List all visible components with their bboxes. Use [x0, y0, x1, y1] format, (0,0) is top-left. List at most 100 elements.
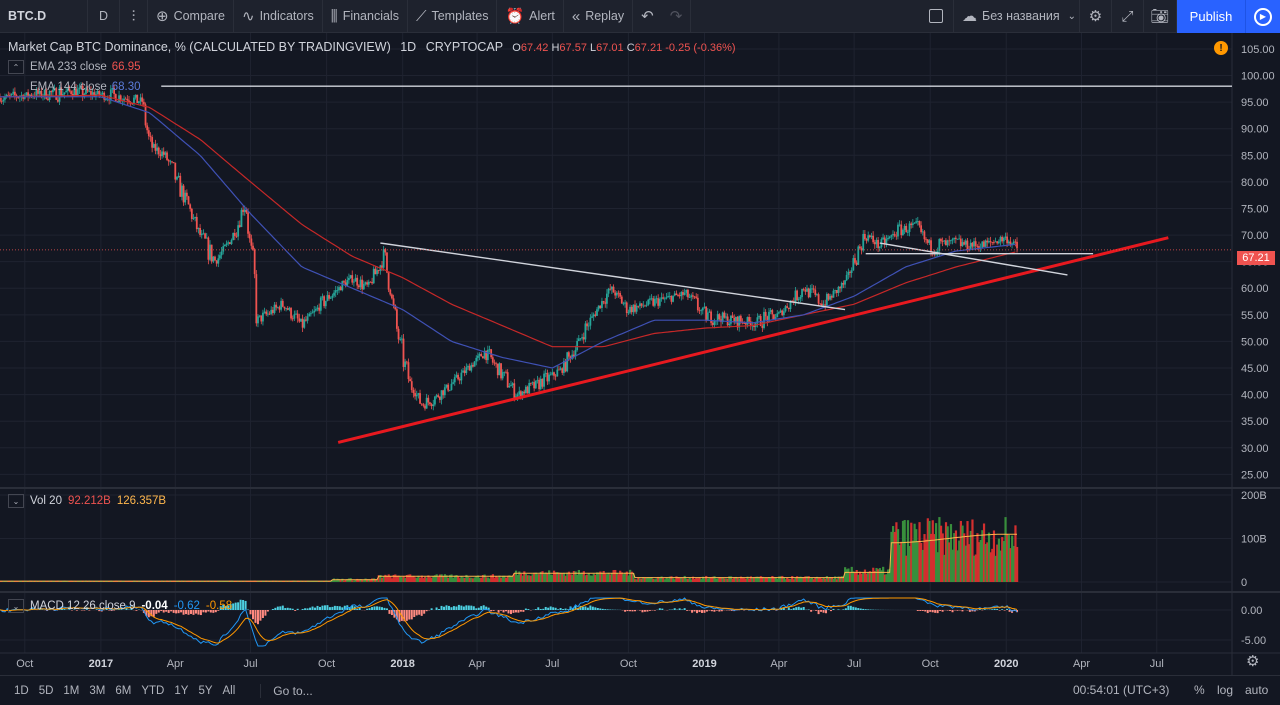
macd-histogram-bar [75, 610, 78, 611]
volume-bar [723, 578, 726, 582]
warning-icon[interactable]: ! [1214, 41, 1228, 55]
volume-bar [457, 576, 460, 582]
macd-histogram-bar [63, 609, 66, 610]
clock-readout[interactable]: 00:54:01 (UTC+3) [1073, 683, 1170, 697]
candle-body [799, 297, 802, 299]
volume-bar [829, 576, 832, 582]
templates-button[interactable]: ⟋ Templates [408, 0, 498, 33]
financials-button[interactable]: ⫼ Financials [323, 0, 408, 33]
ema144-legend[interactable]: EMA 144 close 68.30 [30, 81, 141, 93]
candle-body [787, 307, 790, 310]
replay-button[interactable]: « Replay [564, 0, 634, 33]
compare-button[interactable]: ⊕ Compare [148, 0, 234, 33]
price-pane[interactable] [0, 82, 1232, 444]
volume-bar [615, 573, 619, 582]
macd-legend[interactable]: ⌄ MACD 12 26 close 9 -0.04 -0.62 -0.58 [8, 599, 232, 613]
alert-button[interactable]: ⏰ Alert [497, 0, 564, 33]
volume-legend[interactable]: ⌄ Vol 20 92.212B 126.357B [8, 494, 166, 508]
volume-bar [607, 572, 610, 582]
candle-body [488, 349, 491, 351]
ema233-legend[interactable]: ⌃ EMA 233 close 66.95 [8, 60, 141, 74]
goto-button[interactable]: Go to... [260, 683, 313, 698]
macd-histogram-bar [631, 610, 634, 612]
volume-bar [772, 576, 776, 582]
candle-body [814, 289, 817, 295]
volume-bar [258, 581, 261, 582]
fullscreen-layout-button[interactable] [918, 0, 954, 33]
undo-button[interactable]: ↶ [633, 0, 662, 33]
candle-body [652, 298, 655, 306]
volume-bar [830, 577, 834, 582]
fullscreen-button[interactable]: ⤢ [1112, 0, 1144, 33]
candle-body [845, 274, 848, 281]
candle-body [1016, 241, 1018, 249]
volume-bar [420, 575, 423, 582]
range-3m[interactable]: 3M [89, 684, 106, 697]
candles-icon: ⫶ [131, 7, 136, 25]
candle-body [543, 373, 545, 387]
candle-body [563, 360, 565, 373]
candle-body [381, 265, 383, 268]
indicators-button[interactable]: ∿ Indicators [234, 0, 323, 33]
volume-value: 92.212B [67, 495, 111, 507]
candle-body [926, 239, 929, 243]
chart-canvas[interactable]: Oct 2017 Apr Jul Oct 2018 Apr Jul Oct 2019 Apr Jul O… [0, 33, 1280, 675]
volume-bar [934, 523, 938, 582]
candle-body [357, 285, 360, 288]
candle-body [801, 289, 803, 298]
range-5d[interactable]: 5D [38, 684, 54, 697]
collapse-arrow-icon[interactable]: ⌄ [8, 599, 24, 613]
volume-bar [280, 581, 283, 582]
candle-body [417, 393, 420, 395]
symbol-search[interactable]: BTC.D [0, 0, 88, 33]
range-1y[interactable]: 1Y [174, 684, 189, 697]
volume-bar [986, 542, 989, 582]
volume-pane[interactable] [0, 517, 1019, 582]
settings-button[interactable]: ⚙ [1080, 0, 1112, 33]
candle-body [690, 295, 693, 298]
publish-button[interactable]: Publish [1177, 0, 1245, 33]
macd-histogram-bar [157, 610, 160, 613]
volume-bar [799, 576, 802, 582]
candle-body [612, 286, 615, 293]
volume-bar [979, 539, 982, 582]
volume-bar [23, 581, 27, 582]
auto-toggle[interactable]: auto [1245, 683, 1269, 697]
volume-bar [516, 575, 519, 582]
volume-bar [953, 533, 956, 582]
gear-icon[interactable]: ⚙ [1246, 653, 1260, 670]
candle-body [986, 240, 989, 243]
candle-body [215, 260, 218, 264]
volume-bar [174, 581, 177, 582]
candle-body [758, 316, 760, 318]
candle-body [946, 240, 949, 246]
collapse-arrow-icon[interactable]: ⌃ [8, 60, 24, 74]
range-6m[interactable]: 6M [115, 684, 132, 697]
collapse-arrow-icon[interactable]: ⌄ [8, 494, 24, 508]
range-ytd[interactable]: YTD [141, 684, 165, 697]
percent-toggle[interactable]: % [1194, 683, 1205, 697]
candle-body [701, 307, 704, 311]
volume-bar [926, 518, 929, 582]
play-button[interactable]: ▶ [1245, 0, 1280, 33]
macd-histogram-bar [527, 609, 530, 610]
redo-button[interactable]: ↷ [662, 0, 692, 33]
chart-type-button[interactable]: ⫶ [120, 0, 148, 33]
volume-bar [650, 577, 653, 582]
range-all[interactable]: All [222, 684, 236, 697]
candle-body [606, 293, 608, 304]
interval-button[interactable]: D [88, 0, 120, 33]
candle-body [668, 295, 671, 297]
range-1m[interactable]: 1M [63, 684, 80, 697]
log-toggle[interactable]: log [1217, 683, 1234, 697]
candle-body [872, 235, 875, 243]
candle-body [587, 325, 590, 327]
volume-bar [989, 552, 992, 582]
snapshot-button[interactable]: 📷︎ [1144, 0, 1177, 33]
candle-body [520, 391, 522, 398]
range-1d[interactable]: 1D [14, 684, 29, 697]
layout-name-button[interactable]: ☁ Без названия ⌄ [954, 0, 1080, 33]
range-5y[interactable]: 5Y [198, 684, 213, 697]
candle-body [973, 241, 975, 247]
macd-pane[interactable] [0, 597, 1019, 647]
